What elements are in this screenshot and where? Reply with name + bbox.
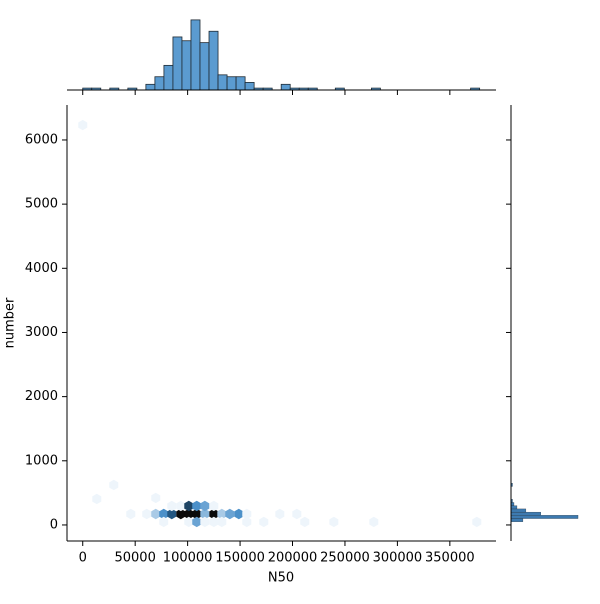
histogram-bar (199, 42, 210, 91)
hexbin-cell (176, 508, 186, 520)
histogram-bar (235, 76, 246, 91)
hexbin-cell (142, 508, 152, 520)
x-tick-label: 50000 (114, 551, 155, 566)
hexbin-cell (225, 508, 235, 520)
hexbin-cell (200, 500, 210, 512)
histogram-bar (190, 19, 201, 91)
hexbin-cell (275, 508, 285, 520)
hexbin-cell (369, 516, 379, 528)
hexbin-cell (151, 508, 161, 520)
hexbin-cell (217, 516, 227, 528)
hexbin-cell (192, 500, 202, 512)
hexbin-cell (209, 516, 219, 528)
histogram-bar (208, 30, 219, 91)
y-axis-label: number (3, 297, 18, 348)
y-tick-label: 3000 (25, 325, 58, 340)
x-tick-label: 100000 (163, 551, 213, 566)
y-tick-label: 2000 (25, 389, 58, 404)
hexbin-cell (92, 493, 102, 505)
hexbin-cell (259, 516, 269, 528)
hexbin-cell (184, 516, 194, 528)
x-tick-label: 200000 (268, 551, 318, 566)
histogram-bar (145, 83, 156, 91)
histogram-bar (226, 76, 237, 91)
histogram-bar (510, 515, 579, 519)
hexbin-cell (151, 492, 161, 504)
hexbin-cell (176, 500, 186, 512)
hexbin-cell (192, 508, 202, 520)
x-tick-label: 250000 (320, 551, 370, 566)
y-tick-label: 5000 (25, 197, 58, 212)
hexbin-cell (292, 508, 302, 520)
histogram-bar (510, 518, 524, 522)
x-tick-label: 350000 (425, 551, 475, 566)
hexbin-cell (78, 119, 88, 131)
y-tick-label: 4000 (25, 261, 58, 276)
hexbin-cell (329, 516, 339, 528)
hexbin-cell (159, 508, 169, 520)
histogram-bar (217, 74, 228, 91)
hexbin-cell (209, 500, 219, 512)
histogram-bar (510, 505, 518, 510)
x-tick-label: 300000 (373, 551, 423, 566)
hexbin-cell (300, 516, 310, 528)
y-tick-label: 6000 (25, 132, 58, 147)
histogram-bar (163, 64, 174, 91)
hexbin-cell (200, 516, 210, 528)
hexbin-cell (109, 479, 119, 491)
y-tick-label: 1000 (25, 453, 58, 468)
x-axis-label: N50 (268, 571, 294, 586)
hexbin-cell (167, 508, 177, 520)
histogram-bar (181, 40, 192, 91)
x-tick-label: 150000 (215, 551, 265, 566)
histogram-bar (510, 508, 527, 513)
hexbin-cell (209, 508, 219, 520)
histogram-bar (510, 511, 541, 516)
histogram-bar (244, 82, 255, 91)
x-tick-label: 0 (79, 551, 87, 566)
hexbin-cell (126, 508, 136, 520)
hexbin-cell (472, 516, 482, 528)
histogram-bar (280, 83, 291, 91)
hexbin-cell (167, 500, 177, 512)
hexbin-cell (159, 516, 169, 528)
hexbin-cell (217, 508, 227, 520)
histogram-bar (172, 36, 183, 91)
hexbin-cell (242, 508, 252, 520)
hexbin-cell (192, 516, 202, 528)
hexbin-cell (184, 508, 194, 520)
hexbin-cell (184, 500, 194, 512)
hexbin-cell (200, 508, 210, 520)
hexbin-cell (242, 516, 252, 528)
y-tick-label: 0 (50, 517, 58, 532)
histogram-bar (154, 76, 165, 91)
hexbin-cell (234, 508, 244, 520)
